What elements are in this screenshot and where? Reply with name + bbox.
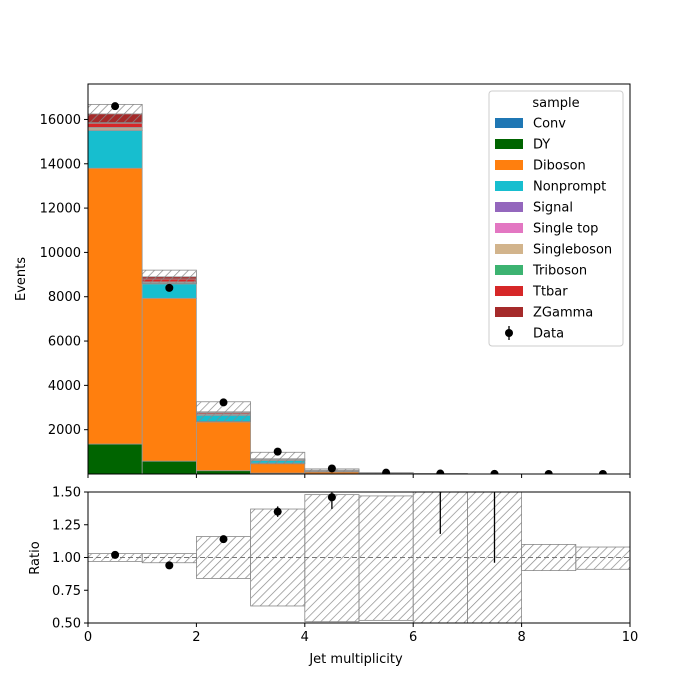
ratio-uncertainty-bin-9: [575, 546, 630, 570]
legend-label: Triboson: [532, 264, 587, 279]
main-y-tick-label: 14000: [40, 157, 81, 172]
legend-label: Signal: [533, 201, 573, 216]
legend: Conv DY Diboson Nonprompt Signal Single top Si…: [488, 90, 624, 347]
x-tick-label: 4: [301, 630, 309, 645]
main-y-tick-label: 16000: [40, 113, 81, 128]
legend-data-marker: [505, 329, 513, 337]
x-axis-label: Jet multiplicity: [308, 652, 403, 667]
main-panel: 2000 4000 6000 8000 10000 12000 14000 16000: [40, 83, 631, 478]
legend-box: [488, 90, 624, 347]
ratio-uncertainty-bin-5: [358, 495, 414, 621]
data-point-6: [436, 469, 445, 474]
main-y-tick-label: 6000: [48, 335, 81, 350]
ratio-y-tick-label: 1.25: [52, 518, 81, 533]
ratio-point-2: [219, 535, 228, 544]
bar-ttbar-bin-0: [88, 122, 143, 128]
legend-label: Nonprompt: [533, 180, 606, 195]
ratio-y-tick-label: 1.00: [52, 551, 81, 566]
main-axes-frame: [87, 83, 631, 475]
x-tick-label: 0: [84, 630, 92, 645]
ratio-point-3: [273, 507, 282, 516]
legend-label: Data: [533, 327, 564, 342]
main-y-tick-label: 4000: [48, 379, 81, 394]
legend-label: Diboson: [533, 159, 586, 174]
bar-dy-bin-0: [88, 443, 143, 474]
data-point-2: [219, 398, 228, 407]
ratio-point-0: [111, 550, 120, 559]
data-point-9: [598, 469, 607, 474]
legend-swatch-conv: [495, 118, 523, 128]
bar-diboson-bin-1: [141, 297, 197, 462]
ratio-y-tick-label: 1.50: [52, 486, 81, 501]
legend-swatch-zgamma: [495, 307, 523, 317]
ratio-point-1: [165, 561, 174, 570]
main-y-tick-label: 10000: [40, 246, 81, 261]
data-point-8: [544, 469, 553, 474]
legend-swatch-triboson: [495, 265, 523, 275]
bar-nonprompt-bin-0: [88, 130, 143, 169]
x-tick-label: 2: [192, 630, 200, 645]
legend-title: sample: [532, 96, 579, 111]
bar-diboson-bin-2: [195, 421, 251, 472]
legend-swatch-singleboson: [495, 244, 523, 254]
main-y-tick-label: 12000: [40, 202, 81, 217]
data-point-7: [490, 469, 499, 474]
data-point-1: [165, 283, 174, 292]
legend-swatch-signal: [495, 202, 523, 212]
data-point-3: [273, 447, 282, 456]
legend-label: DY: [533, 138, 550, 153]
legend-label: Singleboson: [533, 243, 612, 258]
uncertainty-band-bin-1: [141, 269, 197, 284]
data-point-0: [111, 102, 120, 111]
ratio-plot-area: [88, 492, 630, 623]
legend-swatch-ttbar: [495, 286, 523, 296]
bar-diboson-bin-3: [250, 462, 306, 474]
data-point-4: [327, 464, 336, 473]
y-axis-label: Events: [14, 257, 29, 301]
legend-label: Ttbar: [532, 285, 568, 300]
legend-label: Single top: [533, 222, 598, 237]
main-y-tick-label: 8000: [48, 290, 81, 305]
ratio-y-axis-label: Ratio: [28, 541, 43, 574]
x-tick-label: 10: [622, 630, 639, 645]
legend-swatch-dy: [495, 139, 523, 149]
bar-dy-bin-1: [141, 460, 197, 474]
ratio-y-tick-label: 0.50: [52, 617, 81, 632]
main-plot-area: [88, 102, 630, 474]
x-tick-label: 6: [409, 630, 417, 645]
ratio-panel: 0.50 0.75 1.00 1.25 1.50 0 2 4 6 8 10: [52, 486, 639, 646]
ratio-y-tick-label: 0.75: [52, 584, 81, 599]
main-y-tick-label: 2000: [48, 423, 81, 438]
data-point-5: [382, 468, 391, 474]
x-tick-label: 8: [517, 630, 525, 645]
ratio-uncertainty-bin-4: [304, 494, 360, 623]
legend-label: ZGamma: [533, 306, 593, 321]
legend-label: Conv: [533, 117, 566, 132]
bar-diboson-bin-0: [88, 167, 143, 445]
legend-swatch-nonprompt: [495, 181, 523, 191]
legend-swatch-diboson: [495, 160, 523, 170]
legend-swatch-single-top: [495, 223, 523, 233]
ratio-point-4: [327, 493, 336, 502]
